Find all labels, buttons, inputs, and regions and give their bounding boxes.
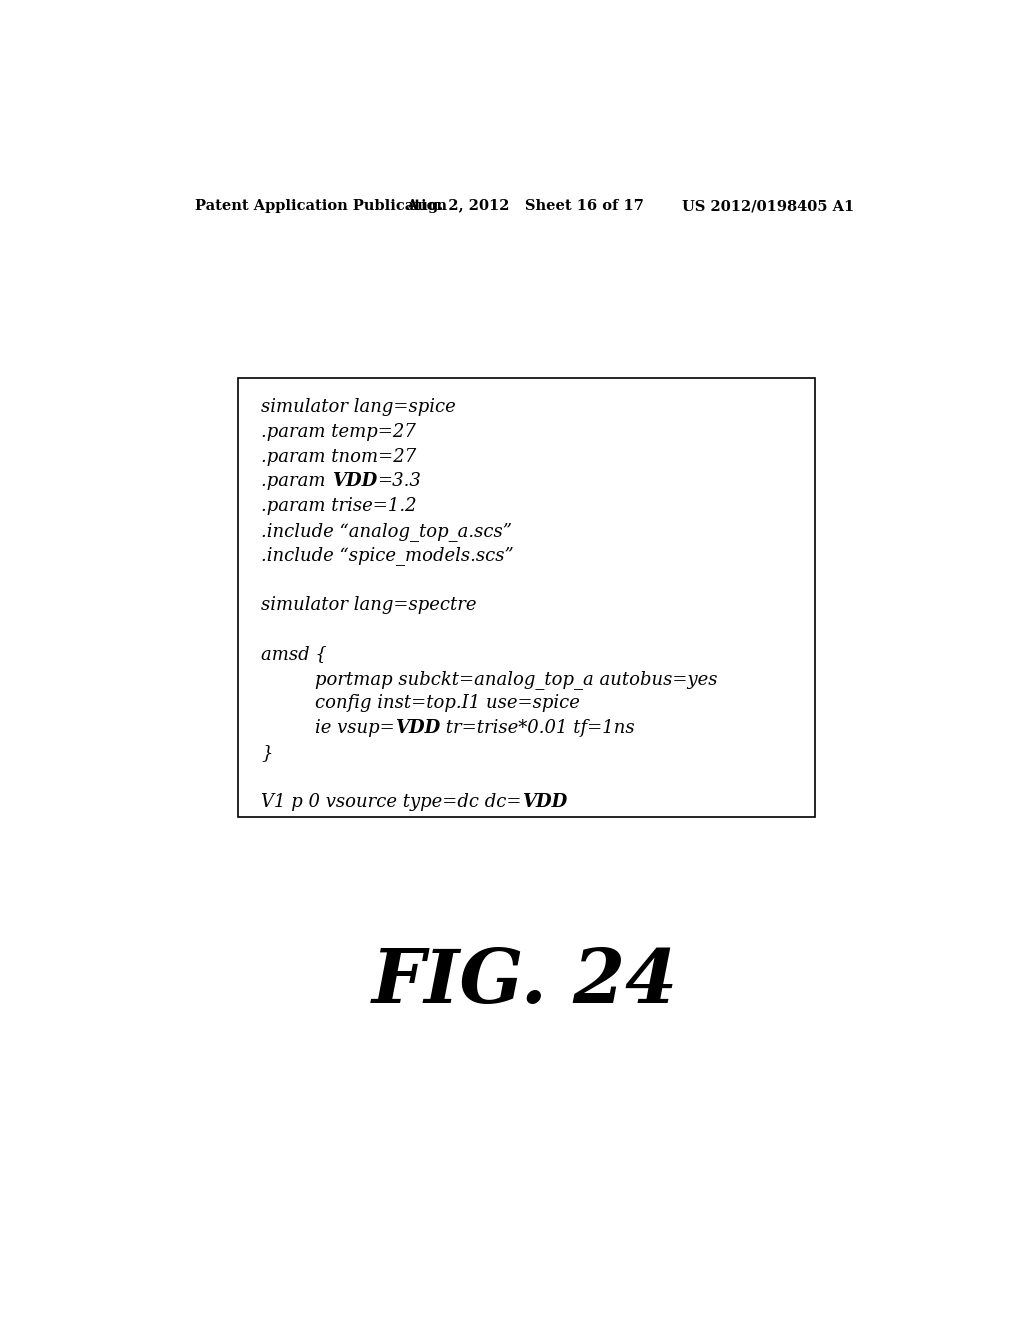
Text: }: } — [261, 743, 272, 762]
Bar — [238, 378, 815, 817]
Text: VDD: VDD — [332, 473, 377, 490]
Text: .param trise=1.2: .param trise=1.2 — [261, 496, 417, 515]
Text: VDD: VDD — [522, 793, 567, 810]
Text: ie vsup=: ie vsup= — [315, 719, 395, 737]
Text: tr=trise*0.01 tf=1ns: tr=trise*0.01 tf=1ns — [440, 719, 635, 737]
Text: Patent Application Publication: Patent Application Publication — [196, 199, 447, 213]
Text: FIG. 24: FIG. 24 — [372, 946, 678, 1019]
Text: VDD: VDD — [395, 719, 440, 737]
Text: .param tnom=27: .param tnom=27 — [261, 447, 417, 466]
Text: Aug. 2, 2012   Sheet 16 of 17: Aug. 2, 2012 Sheet 16 of 17 — [406, 199, 644, 213]
Text: =3.3: =3.3 — [377, 473, 421, 490]
Text: simulator lang=spice: simulator lang=spice — [261, 399, 456, 416]
Text: .include “analog_top_a.scs”: .include “analog_top_a.scs” — [261, 521, 512, 541]
Text: V1 p 0 vsource type=dc dc=: V1 p 0 vsource type=dc dc= — [261, 793, 522, 810]
Text: simulator lang=spectre: simulator lang=spectre — [261, 595, 477, 614]
Text: .param temp=27: .param temp=27 — [261, 422, 416, 441]
Text: portmap subckt=analog_top_a autobus=yes: portmap subckt=analog_top_a autobus=yes — [315, 669, 718, 689]
Text: config inst=top.I1 use=spice: config inst=top.I1 use=spice — [315, 694, 581, 713]
Text: amsd {: amsd { — [261, 645, 328, 663]
Text: .param: .param — [261, 473, 332, 490]
Text: US 2012/0198405 A1: US 2012/0198405 A1 — [682, 199, 854, 213]
Text: .include “spice_models.scs”: .include “spice_models.scs” — [261, 546, 514, 565]
